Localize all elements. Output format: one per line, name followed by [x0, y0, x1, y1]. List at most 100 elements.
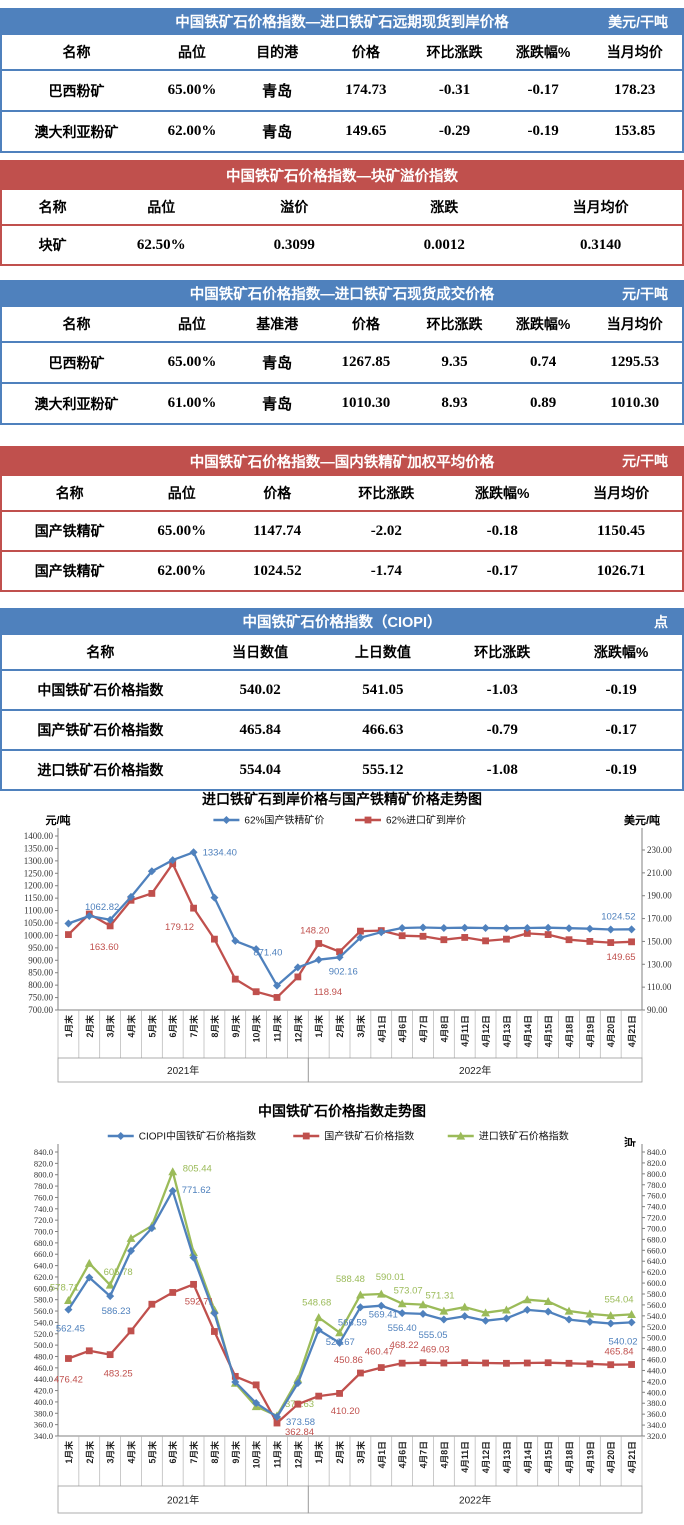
data-point-triangle: [481, 1308, 490, 1317]
x-axis-label: 2月末: [84, 1015, 95, 1038]
column-header: 当月均价: [606, 316, 663, 332]
right-axis-tick: 230.00: [647, 845, 672, 855]
table-cell-value: 61.00%: [167, 395, 217, 411]
table-title-bar: 中国铁矿石价格指数—国内铁精矿加权平均价格 元/干吨: [0, 446, 684, 476]
data-label: 562.45: [56, 1324, 85, 1335]
right-axis-tick: 150.00: [647, 936, 672, 946]
right-axis-tick: 780.0: [647, 1180, 666, 1190]
column-header: 环比涨跌: [426, 316, 483, 332]
column-header: 溢价: [280, 199, 309, 215]
x-axis-label: 5月末: [146, 1441, 157, 1464]
data-point-diamond: [460, 923, 469, 932]
table-cell-name: 澳大利亚粉矿: [34, 395, 119, 412]
data-point-square: [523, 930, 531, 937]
table-cell-value: 1267.85: [341, 354, 391, 370]
data-label: 586.23: [102, 1306, 131, 1317]
left-axis-tick: 340.0: [34, 1431, 53, 1441]
x-axis-label: 4月12日: [481, 1441, 491, 1473]
data-point-diamond: [127, 892, 135, 901]
x-axis-label: 4月1日: [377, 1015, 387, 1042]
data-point-triangle: [418, 1300, 428, 1309]
data-point-square: [315, 1392, 323, 1400]
data-point-square: [482, 1359, 489, 1367]
data-label: 605.78: [104, 1267, 133, 1278]
data-point-diamond: [147, 1224, 156, 1233]
data-label: 148.20: [300, 925, 329, 936]
table-row: 中国铁矿石价格指数 540.02 541.05 -1.03 -0.19: [1, 670, 683, 710]
left-axis-tick: 580.0: [34, 1295, 53, 1305]
data-point-square: [231, 975, 239, 983]
left-axis-tick: 700.00: [28, 1005, 53, 1015]
x-axis-label: 4月1日: [377, 1441, 387, 1468]
column-header: 品位: [177, 44, 206, 60]
column-header: 上日数值: [354, 644, 411, 660]
table-cell-name: 块矿: [38, 237, 67, 253]
x-axis-label: 4月13日: [502, 1441, 512, 1473]
data-point-diamond: [481, 1316, 490, 1325]
data-point-triangle: [356, 1290, 365, 1299]
column-header: 价格: [263, 485, 292, 501]
data-label: 588.48: [336, 1274, 365, 1285]
x-axis-label: 4月15日: [544, 1441, 554, 1473]
x-axis-label: 3月末: [355, 1441, 366, 1464]
left-axis-tick: 680.0: [34, 1238, 53, 1248]
data-label: 465.84: [605, 1347, 634, 1358]
data-point-square: [148, 1300, 156, 1308]
table-row: 巴西粉矿 65.00% 青岛 174.73 -0.31 -0.17 178.23: [1, 70, 683, 111]
table-cell-value: 1295.53: [610, 354, 660, 370]
x-axis-label: 6月末: [167, 1015, 178, 1038]
table-cell-name: 国产铁精矿: [34, 523, 105, 539]
data-point-square: [607, 939, 615, 946]
right-axis-tick: 700.0: [647, 1223, 666, 1233]
right-axis-tick: 720.0: [647, 1213, 666, 1223]
x-axis-label: 4月12日: [481, 1015, 491, 1047]
x-axis-label: 4月21日: [627, 1015, 637, 1047]
data-point-diamond: [460, 1312, 469, 1321]
data-label: 476.42: [54, 1375, 83, 1386]
data-point-diamond: [523, 1305, 532, 1314]
data-label: 902.16: [329, 967, 358, 978]
right-axis-tick: 580.0: [647, 1289, 666, 1299]
column-header: 名称: [62, 44, 91, 60]
data-point-diamond: [314, 1325, 323, 1334]
left-axis-tick: 440.0: [34, 1374, 53, 1384]
right-axis-tick: 520.0: [647, 1322, 666, 1332]
left-axis-tick: 800.00: [28, 980, 53, 990]
data-point-diamond: [502, 924, 511, 933]
series-line: [67, 1189, 632, 1419]
table-cell-value: 1150.45: [597, 522, 646, 539]
table-row: 国产铁矿石价格指数 465.84 466.63 -0.79 -0.17: [1, 710, 683, 750]
column-header: 环比涨跌: [474, 644, 531, 660]
price-table: 名称 品位 价格 环比涨跌 涨跌幅% 当月均价 国产铁精矿 65.00% 1147.74 -2.0…: [0, 476, 684, 592]
legend-label: 国产铁矿石价格指数: [324, 1130, 414, 1143]
table-cell-value: 1010.30: [610, 395, 660, 411]
data-point-square: [419, 932, 427, 940]
data-point-diamond: [627, 1318, 636, 1327]
data-point-diamond: [231, 1378, 240, 1387]
column-header: 名称: [62, 316, 91, 332]
x-axis-label: 9月末: [230, 1015, 241, 1038]
data-label: 1024.52: [601, 911, 635, 922]
table-cell-value: 466.63: [362, 721, 404, 738]
x-axis-label: 1月末: [313, 1441, 324, 1464]
left-axis-tick: 800.0: [34, 1170, 53, 1180]
data-label: 566.59: [338, 1317, 367, 1328]
data-point-diamond: [481, 923, 490, 932]
data-point-square: [440, 1359, 448, 1367]
data-point-diamond: [210, 893, 219, 902]
data-point-diamond: [335, 1338, 344, 1347]
data-label: 771.62: [182, 1185, 211, 1196]
x-axis-label: 4月末: [126, 1441, 137, 1464]
data-point-diamond: [544, 1307, 553, 1316]
price-table: 名称 当日数值 上日数值 环比涨跌 涨跌幅% 中国铁矿石价格指数 540.02 541.05 -…: [0, 635, 684, 791]
right-axis-unit: 点: [623, 1137, 637, 1148]
x-axis-label: 4月末: [126, 1015, 137, 1038]
data-point-diamond: [252, 945, 261, 954]
left-axis-tick: 700.0: [34, 1227, 53, 1237]
right-axis-tick: 110.00: [647, 982, 672, 992]
data-point-diamond: [210, 1309, 219, 1318]
data-point-triangle: [64, 1296, 73, 1305]
data-point-square: [503, 935, 510, 943]
table-title-bar: 中国铁矿石价格指数（CIOPI） 点: [0, 608, 684, 635]
table-row: 国产铁精矿 65.00% 1147.74 -2.02 -0.18 1150.45: [1, 511, 683, 551]
